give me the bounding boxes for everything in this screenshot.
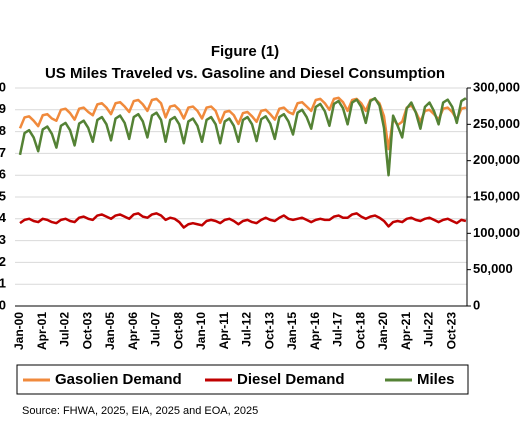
y2-tick-label: 300,000: [473, 79, 520, 94]
legend-label: Miles: [417, 371, 455, 388]
y-tick-label: 0: [0, 297, 6, 312]
source: Source: FHWA, 2025, EIA, 2025 and EOA, 2…: [22, 405, 258, 417]
x-tick-label: Oct-18: [353, 312, 367, 350]
y2-tick-label: 100,000: [473, 225, 520, 240]
x-tick-label: Oct-23: [444, 312, 458, 350]
x-tick-label: Jul-22: [422, 312, 436, 347]
legend-label: Diesel Demand: [237, 371, 345, 388]
legend-box: [16, 364, 469, 395]
y-tick-label: 3: [0, 232, 6, 247]
x-tick-label: Jan-05: [103, 312, 117, 350]
y-tick-label: 7: [0, 145, 6, 160]
x-tick-label: Jan-10: [194, 312, 208, 350]
y2-tick-label: 50,000: [473, 261, 513, 276]
y2-tick-label: 150,000: [473, 188, 520, 203]
y-tick-label: 8: [0, 123, 6, 138]
y-tick-label: 2: [0, 254, 6, 269]
chart-title: Figure (1): [211, 43, 279, 60]
y-tick-label: 10: [0, 79, 6, 94]
y-tick-label: 1: [0, 276, 6, 291]
x-tick-label: Oct-03: [80, 312, 94, 350]
x-tick-label: Apr-06: [126, 312, 140, 350]
series-line: [19, 212, 467, 229]
y-tick-label: 6: [0, 167, 6, 182]
y-tick-label: 4: [0, 210, 7, 225]
x-tick-label: Jan-20: [376, 312, 390, 350]
legend-label: Gasolien Demand: [55, 371, 182, 388]
series-line: [18, 96, 467, 177]
y2-tick-label: 200,000: [473, 152, 520, 167]
x-tick-label: Jan-15: [285, 312, 299, 350]
x-tick-label: Apr-16: [308, 312, 322, 350]
x-tick-label: Jul-07: [149, 312, 163, 347]
x-tick-label: Jul-02: [58, 312, 72, 347]
x-tick-label: Oct-08: [171, 312, 185, 350]
chart-subtitle: US Miles Traveled vs. Gasoline and Diese…: [45, 65, 445, 82]
x-tick-label: Jul-17: [331, 312, 345, 347]
x-tick-label: Oct-13: [262, 312, 276, 350]
x-tick-label: Apr-21: [399, 312, 413, 350]
y2-tick-label: 250,000: [473, 116, 520, 131]
x-tick-label: Jan-00: [12, 312, 26, 350]
x-tick-label: Apr-01: [35, 312, 49, 350]
y-tick-label: 5: [0, 188, 6, 203]
x-tick-label: Apr-11: [217, 312, 231, 350]
x-tick-label: Jul-12: [240, 312, 254, 347]
y-tick-label: 9: [0, 101, 6, 116]
y2-tick-label: 0: [473, 297, 480, 312]
